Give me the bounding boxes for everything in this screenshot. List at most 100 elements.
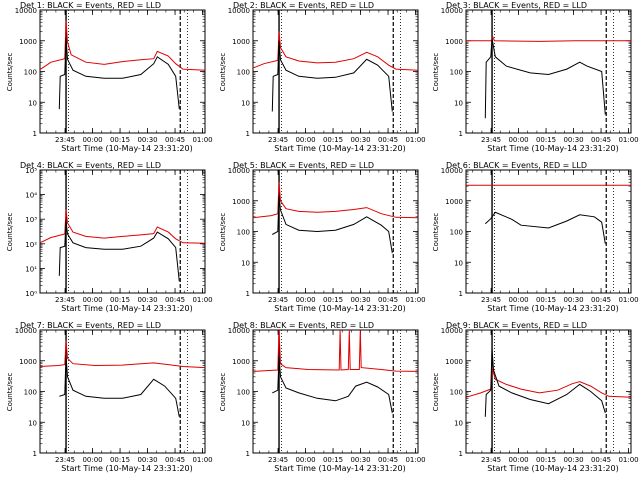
series-black-events [271, 40, 393, 112]
y-tick-label: 10 [241, 419, 250, 427]
x-tick-label: 00:45 [165, 136, 185, 144]
chart-panel-2: 1 10 100 1000 10000 23:45 00:00 00:15 00:30 00:45… [219, 1, 426, 153]
x-tick-label: 01:00 [192, 136, 212, 144]
series-black-events [272, 355, 393, 414]
y-tick-label: 10⁵ [25, 167, 37, 175]
y-axis-label: Counts/sec [6, 373, 14, 412]
x-tick-label: 00:15 [110, 296, 130, 304]
x-tick-label: 00:30 [563, 136, 583, 144]
plot-frame [39, 169, 206, 294]
x-tick-label: 00:30 [350, 456, 370, 464]
y-tick-label: 10000 [228, 327, 250, 335]
x-tick-label: 00:30 [137, 296, 157, 304]
x-tick-label: 00:15 [323, 456, 343, 464]
x-axis-label: Start Time (10-May-14 23:31:20) [487, 304, 618, 313]
series-black-events [484, 38, 606, 119]
y-tick-label: 100 [450, 69, 463, 77]
x-tick-label: 23:45 [268, 136, 288, 144]
x-axis-label: Start Time (10-May-14 23:31:20) [274, 304, 405, 313]
y-tick-label: 1000 [232, 358, 250, 366]
series-black-events [272, 195, 393, 254]
y-axis-label: Counts/sec [6, 213, 14, 252]
x-tick-label: 00:15 [536, 136, 556, 144]
y-tick-label: 10000 [441, 7, 463, 15]
chart-panel-4: 10⁰ 10¹ 10² 10³ 10⁴ 10⁵ 23:45 00:00 00:15 00:30 00… [6, 161, 213, 313]
chart-title: Det 5: BLACK = Events, RED = LLD [233, 161, 374, 170]
x-tick-label: 23:45 [55, 456, 75, 464]
x-tick-label: 00:00 [82, 296, 102, 304]
x-tick-label: 00:30 [350, 136, 370, 144]
y-tick-label: 1 [459, 290, 463, 298]
y-axis-label: Counts/sec [432, 53, 440, 92]
y-axis-label: Counts/sec [432, 213, 440, 252]
x-tick-label: 01:00 [618, 456, 638, 464]
chart-panel-3: 1 10 100 1000 10000 23:45 00:00 00:15 00:30 00:45… [432, 1, 639, 153]
x-axis-label: Start Time (10-May-14 23:31:20) [274, 464, 405, 473]
chart-title: Det 1: BLACK = Events, RED = LLD [20, 1, 161, 10]
series-red-lld [39, 20, 206, 71]
x-tick-label: 01:00 [618, 296, 638, 304]
y-tick-label: 100 [450, 389, 463, 397]
series-black-events [59, 355, 180, 417]
y-tick-label: 1 [459, 450, 463, 458]
x-tick-label: 23:45 [55, 296, 75, 304]
x-tick-label: 00:45 [378, 136, 398, 144]
chart-panel-5: 1 10 100 1000 10000 23:45 00:00 00:15 00:30 00:45… [219, 161, 426, 313]
x-tick-label: 01:00 [192, 296, 212, 304]
y-tick-label: 10000 [441, 327, 463, 335]
y-tick-label: 1000 [445, 198, 463, 206]
x-tick-label: 00:30 [350, 296, 370, 304]
x-tick-label: 00:45 [591, 456, 611, 464]
x-tick-label: 00:45 [591, 296, 611, 304]
series-black-events [58, 220, 180, 282]
x-axis-label: Start Time (10-May-14 23:31:20) [487, 464, 618, 473]
y-axis-label: Counts/sec [6, 53, 14, 92]
y-tick-label: 10000 [15, 7, 37, 15]
x-tick-label: 23:45 [55, 136, 75, 144]
x-axis-label: Start Time (10-May-14 23:31:20) [61, 144, 192, 153]
x-tick-label: 00:45 [165, 456, 185, 464]
x-tick-label: 00:15 [536, 296, 556, 304]
y-tick-label: 10 [241, 259, 250, 267]
x-tick-label: 00:00 [295, 136, 315, 144]
y-tick-label: 100 [237, 69, 250, 77]
x-tick-label: 00:30 [563, 296, 583, 304]
y-tick-label: 10 [28, 99, 37, 107]
y-tick-label: 1 [246, 130, 250, 138]
chart-title: Det 4: BLACK = Events, RED = LLD [20, 161, 161, 170]
x-tick-label: 00:15 [110, 456, 130, 464]
series-black-events [58, 37, 180, 110]
chart-title: Det 7: BLACK = Events, RED = LLD [20, 321, 161, 330]
y-tick-label: 10000 [15, 327, 37, 335]
x-tick-label: 00:45 [378, 296, 398, 304]
chart-title: Det 8: BLACK = Events, RED = LLD [233, 321, 374, 330]
y-tick-label: 1 [33, 130, 37, 138]
chart-panel-8: 1 10 100 1000 10000 23:45 00:00 00:15 00:30 00:45… [219, 321, 426, 473]
x-tick-label: 00:15 [323, 296, 343, 304]
series-red-lld [252, 182, 419, 219]
y-tick-label: 10 [241, 99, 250, 107]
x-tick-label: 00:00 [82, 456, 102, 464]
chart-panel-7: 1 10 100 1000 10000 23:45 00:00 00:15 00:30 00:45… [6, 321, 213, 473]
y-tick-label: 100 [237, 389, 250, 397]
x-tick-label: 23:45 [268, 296, 288, 304]
y-tick-label: 10¹ [25, 265, 37, 273]
x-tick-label: 00:00 [295, 296, 315, 304]
y-tick-label: 1000 [445, 38, 463, 46]
x-tick-label: 00:00 [508, 456, 528, 464]
x-axis-label: Start Time (10-May-14 23:31:20) [274, 144, 405, 153]
series-black-events [484, 211, 606, 244]
x-axis-label: Start Time (10-May-14 23:31:20) [61, 304, 192, 313]
y-tick-label: 1000 [19, 358, 37, 366]
y-tick-label: 100 [24, 69, 37, 77]
y-tick-label: 1000 [232, 198, 250, 206]
chart-title: Det 9: BLACK = Events, RED = LLD [446, 321, 587, 330]
y-tick-label: 10² [25, 241, 37, 249]
y-axis-label: Counts/sec [219, 53, 227, 92]
y-tick-label: 10 [454, 259, 463, 267]
y-axis-label: Counts/sec [432, 373, 440, 412]
y-tick-label: 10 [454, 99, 463, 107]
chart-title: Det 6: BLACK = Events, RED = LLD [446, 161, 587, 170]
x-tick-label: 23:45 [481, 456, 501, 464]
